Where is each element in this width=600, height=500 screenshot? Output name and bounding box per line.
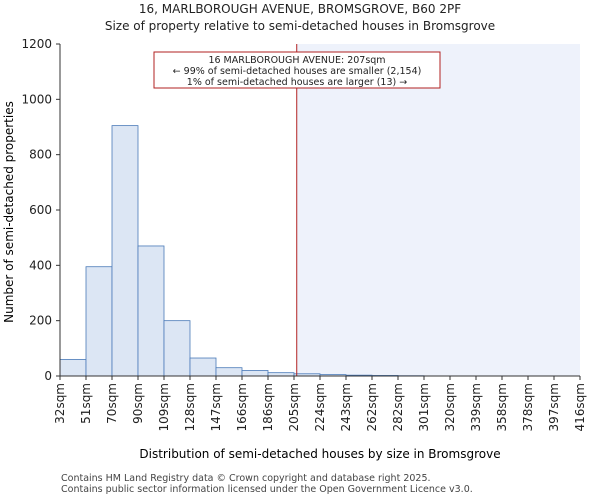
histogram-bars	[59, 125, 425, 377]
x-tick-label-205sqm: 205sqm	[287, 383, 301, 431]
y-tick-label: 600	[29, 203, 52, 217]
bar-51sqm	[85, 266, 113, 377]
x-tick-label-416sqm: 416sqm	[573, 383, 587, 431]
y-axis: 0 200 400 600 800 1000 1200	[21, 37, 60, 383]
bar-32sqm	[59, 358, 87, 377]
x-tick-label-109sqm: 109sqm	[157, 383, 171, 431]
x-tick-label-397sqm: 397sqm	[547, 383, 561, 431]
chart-title: 16, MARLBOROUGH AVENUE, BROMSGROVE, B60 …	[138, 2, 462, 16]
footer-line-2: Contains public sector information licen…	[61, 484, 473, 495]
bar-128sqm	[189, 357, 217, 377]
y-tick-label: 0	[44, 369, 52, 383]
x-axis: 32sqm 51sqm 70sqm 90sqm 109sqm 128sqm 147sqm 16…	[53, 376, 587, 431]
x-tick-label-70sqm: 70sqm	[105, 383, 119, 424]
bar-70sqm	[111, 125, 139, 377]
x-tick-label-186sqm: 186sqm	[261, 383, 275, 431]
x-tick-label-358sqm: 358sqm	[495, 383, 509, 431]
x-tick-label-243sqm: 243sqm	[339, 383, 353, 431]
bar-109sqm	[163, 320, 191, 377]
larger-properties-region	[296, 44, 580, 376]
annotation-line-1: 16 MARLBOROUGH AVENUE: 207sqm	[208, 55, 385, 66]
bar-147sqm	[215, 367, 243, 377]
x-tick-label-282sqm: 282sqm	[391, 383, 405, 431]
annotation-border	[153, 51, 441, 89]
x-tick-label-262sqm: 262sqm	[365, 383, 379, 431]
y-tick-label: 1200	[21, 37, 52, 51]
x-tick-label-51sqm: 51sqm	[79, 383, 93, 424]
annotation-line-3: 1% of semi-detached houses are larger (1…	[187, 77, 407, 88]
y-tick-label: 800	[29, 148, 52, 162]
x-tick-label-166sqm: 166sqm	[235, 383, 249, 431]
x-tick-label-224sqm: 224sqm	[313, 383, 327, 431]
footer-line-1: Contains HM Land Registry data © Crown c…	[61, 473, 431, 484]
bar-166sqm	[241, 370, 269, 377]
x-tick-label-128sqm: 128sqm	[183, 383, 197, 431]
y-tick-label: 1000	[21, 92, 52, 106]
x-tick-label-339sqm: 339sqm	[469, 383, 483, 431]
x-tick-label-147sqm: 147sqm	[209, 383, 223, 431]
y-tick-label: 200	[29, 314, 52, 328]
x-tick-label-32sqm: 32sqm	[53, 383, 67, 424]
bar-90sqm	[137, 245, 165, 377]
x-axis-label: Distribution of semi-detached houses by …	[139, 447, 500, 461]
y-axis-label: Number of semi-detached properties	[2, 101, 16, 323]
y-tick-label: 400	[29, 258, 52, 272]
x-tick-label-320sqm: 320sqm	[443, 383, 457, 431]
chart-subtitle: Size of property relative to semi-detach…	[104, 19, 496, 33]
annotation-line-2: ← 99% of semi-detached houses are smalle…	[173, 66, 422, 77]
x-tick-label-301sqm: 301sqm	[417, 383, 431, 431]
footer-attribution: Contains HM Land Registry data © Crown c…	[61, 473, 473, 495]
x-tick-label-378sqm: 378sqm	[521, 383, 535, 431]
x-tick-label-90sqm: 90sqm	[131, 383, 145, 424]
annotation-box: 16 MARLBOROUGH AVENUE: 207sqm ← 99% of s…	[153, 51, 441, 89]
